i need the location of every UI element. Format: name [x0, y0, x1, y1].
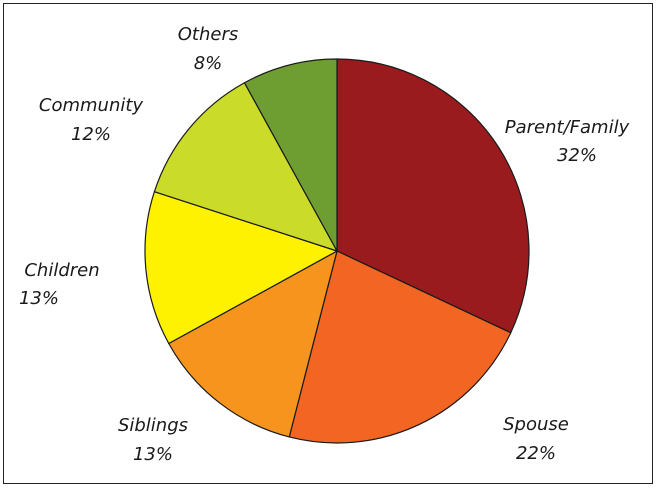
pie-slices — [144, 58, 530, 444]
pie-slice-community — [153, 82, 338, 252]
slice-label-others: Others — [178, 24, 239, 45]
slice-value-spouse: 22% — [516, 443, 556, 464]
slice-label-children: Children — [24, 260, 99, 281]
slice-value-others: 8% — [194, 53, 223, 74]
slice-value-community: 12% — [71, 124, 111, 145]
pie-slice-children — [144, 191, 338, 345]
pie-slice-siblings — [168, 250, 338, 438]
slice-value-siblings: 13% — [133, 444, 173, 465]
slice-label-community: Community — [39, 95, 144, 116]
pie-slice-spouse — [288, 250, 512, 444]
slice-label-spouse: Spouse — [503, 414, 569, 435]
pie-slice-parent-family — [336, 58, 530, 334]
slice-label-siblings: Siblings — [118, 415, 188, 436]
slice-value-children: 13% — [19, 288, 59, 309]
slice-value-parent-family: 32% — [557, 145, 597, 166]
pie-slice-others — [243, 58, 338, 252]
slice-label-parent-family: Parent/Family — [505, 117, 630, 138]
